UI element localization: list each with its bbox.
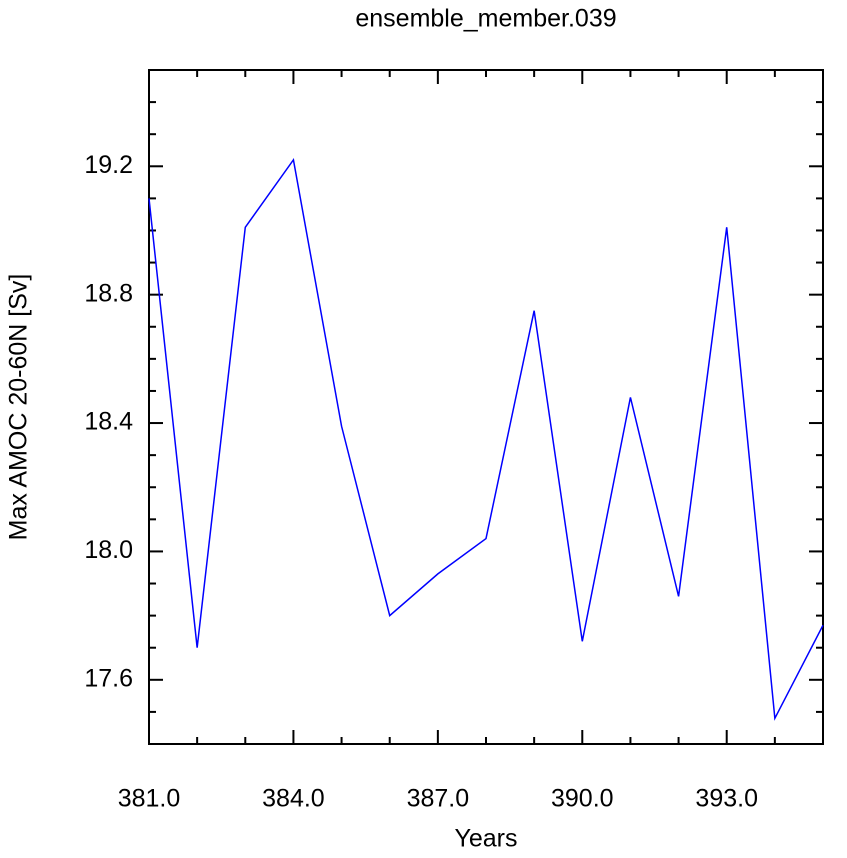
chart-title: ensemble_member.039 [355, 5, 616, 33]
data-line [148, 157, 824, 721]
plot-frame [148, 69, 824, 745]
x-axis-label: Years [454, 825, 517, 853]
x-tick-label: 393.0 [695, 785, 758, 813]
y-tick-label: 19.2 [84, 151, 133, 179]
x-tick-label: 390.0 [551, 785, 614, 813]
y-axis-label: Max AMOC 20-60N [Sv] [5, 274, 33, 541]
x-tick-label: 387.0 [407, 785, 470, 813]
y-tick-label: 17.6 [84, 664, 133, 692]
x-tick-label: 381.0 [118, 785, 181, 813]
y-tick-label: 18.0 [84, 536, 133, 564]
y-tick-label: 18.8 [84, 279, 133, 307]
y-tick-label: 18.4 [84, 408, 133, 436]
x-tick-label: 384.0 [262, 785, 325, 813]
